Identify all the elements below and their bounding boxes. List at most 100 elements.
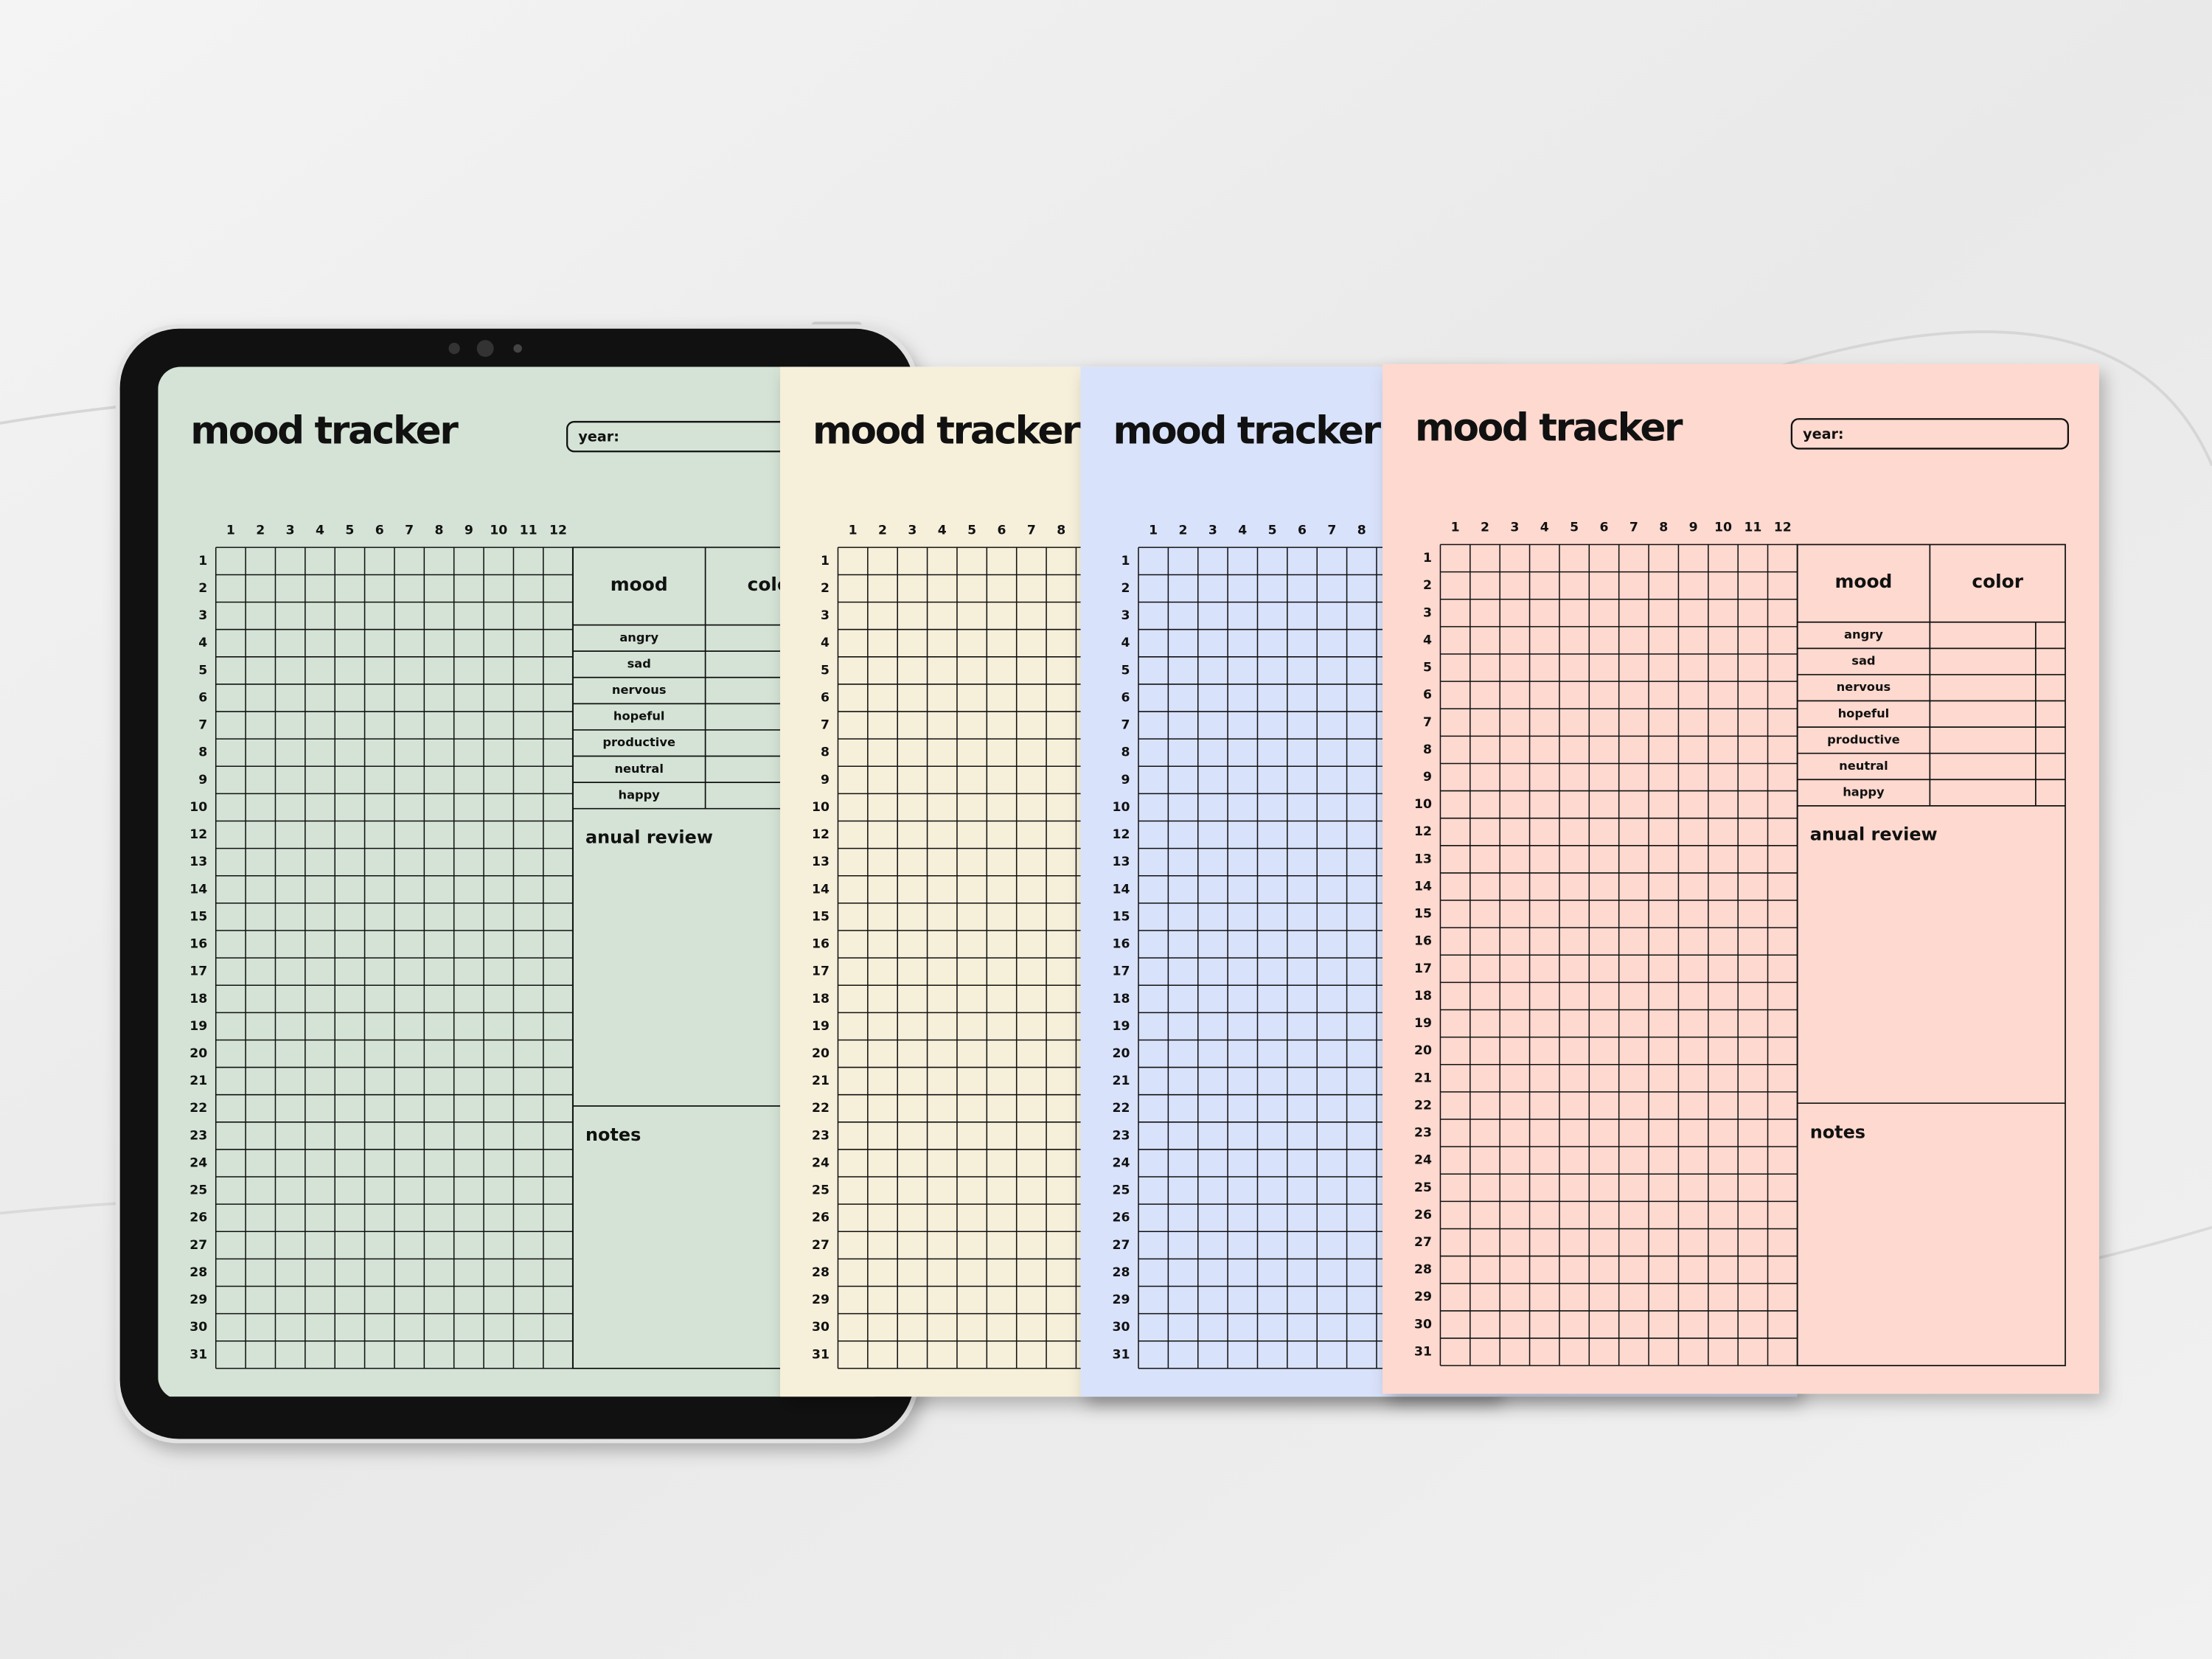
day-label: 2 bbox=[1423, 578, 1432, 593]
page-sheet bbox=[1382, 364, 2099, 1394]
day-label: 25 bbox=[1113, 1183, 1130, 1198]
day-label: 13 bbox=[1113, 855, 1130, 869]
day-label: 29 bbox=[812, 1293, 830, 1307]
day-label: 15 bbox=[812, 909, 830, 924]
day-label: 8 bbox=[821, 745, 830, 760]
month-label: 11 bbox=[1744, 521, 1761, 535]
month-label: 3 bbox=[286, 523, 295, 538]
month-label: 4 bbox=[938, 523, 947, 538]
day-label: 26 bbox=[1414, 1208, 1432, 1222]
day-label: 2 bbox=[821, 581, 830, 596]
month-label: 7 bbox=[1630, 521, 1638, 535]
day-label: 3 bbox=[198, 608, 207, 623]
side-panel bbox=[1796, 543, 2066, 1366]
month-label: 8 bbox=[1659, 521, 1668, 535]
month-label: 6 bbox=[375, 523, 384, 538]
day-label: 8 bbox=[1423, 742, 1432, 757]
day-label: 27 bbox=[1414, 1235, 1432, 1250]
month-label: 10 bbox=[490, 523, 507, 538]
day-label: 20 bbox=[812, 1046, 830, 1061]
month-label: 9 bbox=[465, 523, 473, 538]
day-label: 17 bbox=[812, 964, 830, 979]
day-label: 23 bbox=[1414, 1126, 1432, 1141]
month-label: 1 bbox=[226, 523, 235, 538]
day-label: 19 bbox=[189, 1019, 207, 1034]
mood-label: happy bbox=[619, 787, 661, 801]
day-label: 4 bbox=[1423, 633, 1432, 647]
day-label: 19 bbox=[812, 1019, 830, 1034]
month-label: 3 bbox=[908, 523, 917, 538]
pages: mood tracker year:1 2 3 4 5 6 7 8 9 10 11 1212345678… bbox=[158, 364, 2099, 1397]
day-label: 12 bbox=[1113, 827, 1130, 842]
day-label: 28 bbox=[1113, 1265, 1130, 1280]
month-label: 5 bbox=[1268, 523, 1277, 538]
camera bbox=[513, 344, 522, 353]
month-label: 1 bbox=[1451, 521, 1460, 535]
day-label: 4 bbox=[1121, 636, 1130, 650]
mood-header: mood bbox=[611, 574, 668, 595]
mood-label: hopeful bbox=[1838, 706, 1890, 720]
day-label: 26 bbox=[812, 1211, 830, 1225]
day-label: 24 bbox=[189, 1155, 207, 1170]
day-label: 15 bbox=[189, 909, 207, 924]
day-label: 16 bbox=[1414, 934, 1432, 949]
month-label: 2 bbox=[878, 523, 887, 538]
day-label: 1 bbox=[1121, 554, 1130, 568]
month-label: 4 bbox=[316, 523, 324, 538]
mood-header: mood bbox=[1834, 571, 1892, 592]
day-label: 31 bbox=[812, 1347, 830, 1362]
notes-label: notes bbox=[585, 1124, 641, 1145]
day-label: 5 bbox=[1121, 663, 1130, 678]
month-label: 5 bbox=[967, 523, 976, 538]
day-label: 3 bbox=[1121, 608, 1130, 623]
day-label: 27 bbox=[1113, 1238, 1130, 1253]
day-label: 20 bbox=[1113, 1046, 1130, 1061]
month-label: 5 bbox=[1570, 521, 1579, 535]
day-label: 7 bbox=[198, 718, 207, 733]
day-label: 21 bbox=[1113, 1074, 1130, 1088]
month-label: 7 bbox=[405, 523, 414, 538]
day-label: 13 bbox=[189, 855, 207, 869]
day-label: 10 bbox=[1414, 797, 1432, 812]
day-label: 16 bbox=[812, 937, 830, 952]
title: mood tracker bbox=[1415, 406, 1683, 451]
page-sheet bbox=[158, 366, 875, 1397]
day-label: 21 bbox=[1414, 1071, 1432, 1085]
day-label: 8 bbox=[1121, 745, 1130, 760]
day-label: 17 bbox=[1414, 961, 1432, 976]
day-label: 14 bbox=[812, 882, 830, 897]
review-label: anual review bbox=[585, 827, 713, 847]
day-label: 17 bbox=[1113, 964, 1130, 979]
mood-label: nervous bbox=[1837, 680, 1891, 694]
day-label: 18 bbox=[189, 992, 207, 1006]
day-label: 29 bbox=[189, 1293, 207, 1307]
day-label: 28 bbox=[189, 1265, 207, 1280]
month-label: 3 bbox=[1208, 523, 1217, 538]
day-label: 25 bbox=[1414, 1180, 1432, 1195]
mood-label: productive bbox=[1827, 732, 1900, 746]
month-label: 6 bbox=[1599, 521, 1608, 535]
day-label: 25 bbox=[812, 1183, 830, 1198]
month-label: 8 bbox=[435, 523, 444, 538]
day-label: 4 bbox=[821, 636, 830, 650]
day-label: 5 bbox=[821, 663, 830, 678]
day-label: 3 bbox=[821, 608, 830, 623]
title: mood tracker bbox=[1113, 408, 1382, 453]
month-label: 10 bbox=[1714, 521, 1732, 535]
review-label: anual review bbox=[1810, 824, 1938, 845]
day-label: 14 bbox=[189, 882, 207, 897]
day-label: 12 bbox=[812, 827, 830, 842]
day-label: 27 bbox=[189, 1238, 207, 1253]
day-label: 10 bbox=[189, 800, 207, 815]
day-label: 5 bbox=[198, 663, 207, 678]
day-label: 12 bbox=[1414, 824, 1432, 839]
month-label: 6 bbox=[1298, 523, 1307, 538]
day-label: 5 bbox=[1423, 661, 1432, 675]
day-label: 30 bbox=[1113, 1320, 1130, 1335]
day-label: 19 bbox=[1113, 1019, 1130, 1034]
month-label: 11 bbox=[520, 523, 538, 538]
day-label: 9 bbox=[821, 773, 830, 787]
day-label: 18 bbox=[1414, 989, 1432, 1004]
